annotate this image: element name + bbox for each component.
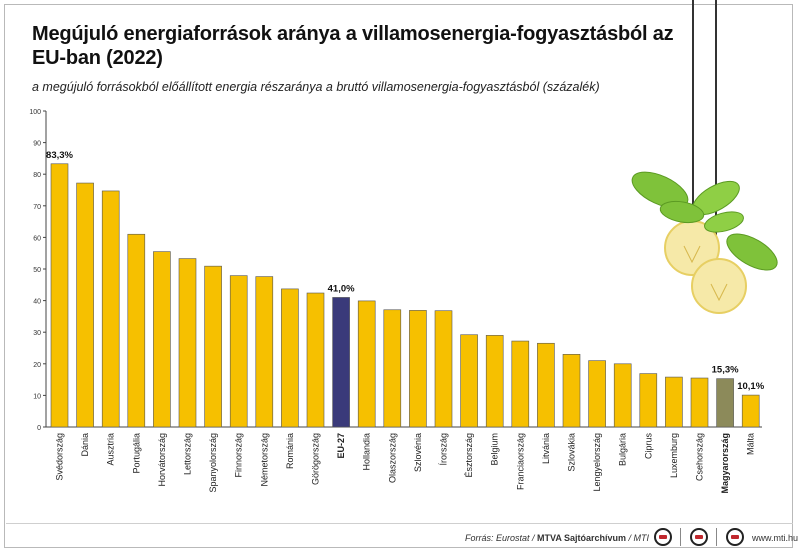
x-tick-label: Magyarország — [720, 433, 730, 494]
y-tick-label: 20 — [33, 362, 41, 369]
bar — [460, 334, 478, 428]
bar — [511, 340, 530, 428]
x-tick-label: Dánia — [80, 433, 90, 457]
x-tick-label: Csehország — [695, 433, 705, 481]
bar — [204, 265, 222, 428]
website-link: www.mti.hu — [752, 533, 799, 543]
logo-divider — [680, 528, 681, 546]
x-tick-label: Lettország — [183, 433, 193, 475]
x-tick-label: Ausztria — [106, 433, 116, 466]
bar — [50, 163, 69, 428]
bar — [332, 297, 350, 428]
y-tick-label: 90 — [33, 141, 41, 148]
x-tick-label: Ciprus — [643, 433, 653, 460]
bar — [639, 373, 658, 428]
x-tick-label: Szlovénia — [413, 433, 423, 472]
y-tick-label: 70 — [33, 204, 41, 211]
x-tick-label: Lengyelország — [592, 433, 602, 492]
bar — [588, 360, 606, 428]
data-label: 10,1% — [737, 381, 764, 392]
y-tick-label: 10 — [33, 393, 41, 400]
x-tick-label: Görögország — [311, 433, 321, 485]
x-tick-label: Olaszország — [387, 433, 397, 483]
bar — [716, 378, 734, 428]
chart-title: Megújuló energiaforrások aránya a villam… — [32, 23, 674, 69]
x-tick-label: Szlovákia — [567, 433, 577, 472]
source-suffix: / MTI — [626, 533, 650, 543]
y-tick-label: 40 — [33, 299, 41, 306]
y-tick-label: 100 — [29, 109, 41, 116]
bar — [434, 310, 453, 428]
bar — [357, 300, 376, 428]
bar — [101, 190, 120, 428]
mti-logo-icon — [690, 528, 708, 546]
y-tick-label: 0 — [37, 425, 41, 432]
leaf-icon — [704, 211, 744, 233]
y-tick-label: 60 — [33, 235, 41, 242]
mtva-logo-icon — [654, 528, 672, 546]
x-tick-label: Svédország — [55, 433, 65, 481]
x-tick-label: Franciaország — [515, 433, 525, 490]
source-credit: Forrás: Eurostat / MTVA Sajtóarchívum / … — [465, 533, 649, 543]
bar — [613, 363, 632, 428]
source-archive: MTVA Sajtóarchívum — [536, 533, 626, 543]
bars — [50, 163, 760, 428]
filament-icon — [710, 283, 728, 302]
bar — [537, 342, 555, 428]
x-tick-label: Spanyolország — [208, 433, 218, 493]
bar — [485, 335, 504, 428]
x-tick-label: Málta — [746, 433, 756, 455]
bar — [306, 292, 325, 428]
filament-icon — [683, 245, 701, 264]
y-tick-label: 80 — [33, 172, 41, 179]
bar — [76, 182, 94, 428]
leaf-icon — [726, 233, 778, 271]
bar — [741, 394, 760, 428]
x-tick-label: Finnország — [234, 433, 244, 478]
data-labels: 83,3% 41,0% 15,3% 10,1% — [46, 150, 765, 392]
data-label: 15,3% — [712, 365, 739, 376]
x-tick-label: Horvátország — [157, 433, 167, 487]
bar — [665, 376, 683, 428]
bar — [229, 275, 248, 428]
bar — [127, 233, 146, 428]
source-prefix: Forrás: Eurostat / — [464, 533, 537, 543]
x-tick-label: Hollandia — [362, 433, 372, 471]
x-tick-label: Luxemburg — [669, 433, 679, 478]
mti-hu-logo-icon — [726, 528, 744, 546]
bar — [562, 354, 581, 428]
bar — [409, 310, 427, 428]
leaf-icon — [659, 200, 705, 224]
data-label: 83,3% — [46, 150, 73, 161]
bar — [383, 309, 402, 428]
x-tick-label: Litvánia — [541, 433, 551, 464]
footer-divider — [6, 523, 793, 524]
x-tick-label: Románia — [285, 433, 295, 469]
category-labels: Svédország Dánia Ausztria Portugália Horváto… — [55, 433, 756, 494]
x-tick-label: Belgium — [490, 433, 500, 466]
chart-subtitle: a megújuló forrásokból előállított energ… — [32, 80, 600, 94]
x-tick-label: Németország — [259, 433, 269, 487]
x-tick-label: Írország — [439, 433, 449, 466]
data-label: 41,0% — [328, 283, 355, 294]
logo-divider — [716, 528, 717, 546]
y-tick-label: 50 — [33, 267, 41, 274]
x-tick-label: EU-27 — [336, 433, 346, 459]
bar — [153, 251, 171, 428]
y-tick-label: 30 — [33, 330, 41, 337]
lightbulb-leaf-illustration — [631, 0, 778, 314]
bar — [690, 377, 709, 428]
bar — [281, 288, 299, 428]
x-tick-label: Portugália — [131, 433, 141, 474]
lightbulb-icon — [691, 258, 747, 314]
bar — [178, 258, 197, 428]
bar — [255, 276, 274, 428]
x-tick-label: Észtország — [464, 433, 474, 478]
x-tick-label: Bulgária — [618, 433, 628, 466]
